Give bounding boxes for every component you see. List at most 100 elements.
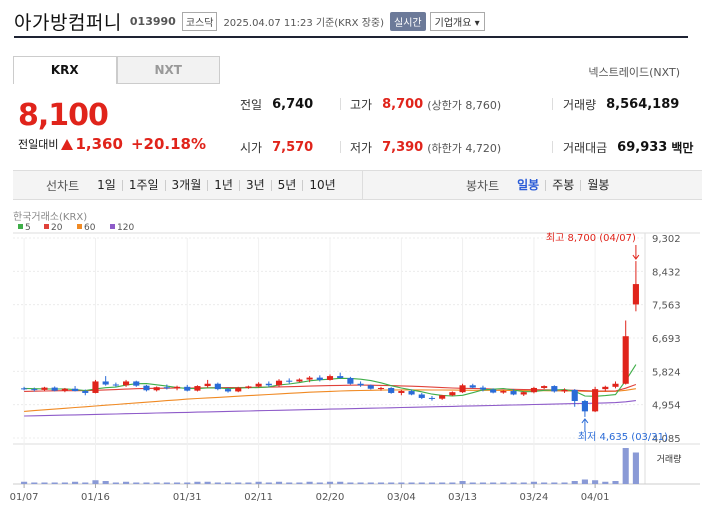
amount-value: 69,933 [617,140,668,155]
volume-bar [530,481,537,484]
x-tick-label: 02/20 [316,492,345,503]
company-name: 아가방컴퍼니 [14,11,122,34]
corp-info-dropdown[interactable]: 기업개요 ▾ [429,11,485,31]
min-arrowhead-icon [581,418,589,424]
low-label: 저가 [350,141,373,155]
volume-label: 거래량 [657,453,682,465]
realtime-badge: 실시간 [390,11,426,31]
volume-bar [296,482,303,484]
volume-bar [408,482,415,484]
candle-body [510,391,517,395]
x-tick-label: 03/04 [387,492,416,503]
volume-bar [490,482,497,484]
volume-bar [622,448,629,484]
ma120-line [24,400,636,417]
y-tick-label: 7,563 [652,301,681,312]
volume-bar [194,481,201,484]
period-1y[interactable]: 1년 [207,179,239,191]
x-tick-label: 04/01 [581,492,610,503]
candle-body [184,386,191,391]
market-badge: 코스닥 [181,11,218,31]
max-price-label: 최고 8,700 (04/07) [546,232,636,244]
volume-bar [235,482,242,484]
volume-bar [377,482,385,484]
amount-label: 거래대금 [563,141,608,155]
candle-body [296,379,303,382]
candle-body [163,387,170,389]
candle-body [439,395,446,399]
candle-body [255,383,262,387]
volume-bar [612,481,619,484]
tab-nxt[interactable]: NXT [116,56,220,84]
open-price: 시가 7,570 [240,139,313,156]
legend-label-120: 120 [117,223,134,233]
volume-bar [92,480,99,484]
candles [21,261,639,417]
volume-bar [520,482,527,484]
period-3y[interactable]: 3년 [238,179,271,191]
candle-daily[interactable]: 일봉 [517,177,540,192]
volume: 거래량 8,564,189 [563,96,679,113]
volume-bar [51,482,58,484]
candle-body [347,378,354,384]
volume-bar [541,482,548,484]
exchange-tabs: KRX NXT [13,56,220,84]
candle-body [530,387,537,393]
volume-bar [31,482,38,484]
period-10y[interactable]: 10년 [302,179,341,191]
volume-bar [224,482,232,484]
legend-swatch-5 [18,224,23,229]
period-3m[interactable]: 3개월 [164,179,208,191]
candle-body [500,391,507,393]
candle-body [153,387,160,391]
nextrade-link[interactable]: 넥스트레이드(NXT) [588,66,680,79]
ma-legend: 5 20 60 120 [18,223,134,233]
candle-weekly[interactable]: 주봉 [545,179,580,191]
candle-body [418,394,425,398]
tab-krx[interactable]: KRX [13,56,117,84]
candle-body [622,336,629,384]
candle-body [41,387,48,390]
volume-bar [418,482,425,484]
volume-value: 8,564,189 [606,97,680,112]
candle-body [377,387,385,389]
candle-body [541,386,548,388]
high-value: 8,700 [382,97,424,112]
volume-bar [286,482,293,484]
volume-bar [398,482,405,484]
x-axis: 01/07 01/16 01/31 02/11 02/20 03/04 03/13 03/24… [10,484,610,503]
volume-bar [571,481,578,484]
x-tick-label: 03/13 [448,492,477,503]
period-5y[interactable]: 5년 [270,179,303,191]
volume-bar [153,482,160,484]
candle-body [286,380,293,382]
candle-monthly[interactable]: 월봉 [580,179,615,191]
candle-body [459,385,466,393]
period-1w[interactable]: 1주일 [121,179,165,191]
candle-body [449,392,456,396]
candle-body [143,385,150,391]
volume-bar [72,481,79,484]
low-price: 저가 7,390 (하한가 4,720) [350,139,501,156]
candle-body [469,385,476,388]
volume-bar [204,481,211,484]
candle-body [408,391,415,395]
candle-body [490,389,497,393]
high-price: 고가 8,700 (상한가 8,760) [350,96,501,113]
chart-grid [13,232,700,485]
candle-body [316,377,323,380]
candle-body [51,387,58,391]
candle-body [214,383,221,390]
volume-bar [479,482,487,484]
volume-bar [265,482,272,484]
open-value: 7,570 [272,140,314,155]
candle-body [428,397,436,399]
volume-bar [112,482,119,484]
volume-bar [632,452,639,484]
period-1d[interactable]: 1일 [97,177,116,192]
line-chart-label: 선차트 [46,178,80,193]
y-tick-label: 9,302 [652,234,681,245]
candle-body [61,388,68,391]
change-percent: +20.18% [130,135,206,153]
candle-body [561,389,568,392]
